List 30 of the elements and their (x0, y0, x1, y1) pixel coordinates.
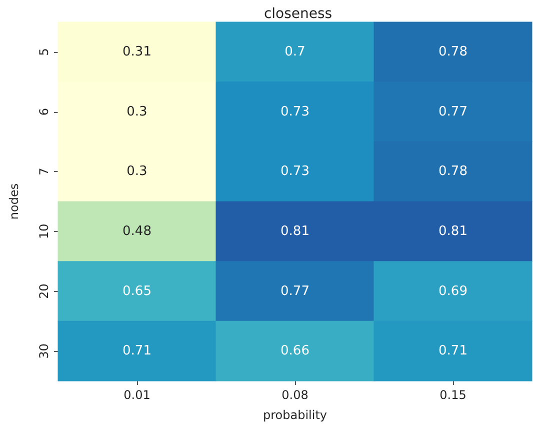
data-label: 0.7 (284, 44, 306, 60)
data-label: 0.77 (438, 104, 468, 120)
data-label: 0.78 (438, 164, 468, 180)
y-tick-label: 7 (37, 168, 51, 176)
data-label: 0.81 (280, 224, 310, 239)
x-tick-label: 0.01 (124, 388, 150, 402)
x-axis-title: probability (262, 408, 328, 422)
y-tick-label: 20 (37, 284, 51, 299)
x-tick-label: 0.15 (440, 388, 466, 402)
chart-title: closeness (264, 6, 332, 22)
data-label: 0.71 (438, 344, 468, 359)
data-label: 0.3 (126, 104, 148, 120)
x-tick-label: 0.08 (282, 388, 308, 402)
data-label: 0.3 (126, 164, 148, 180)
data-label: 0.31 (122, 44, 152, 60)
data-label: 0.77 (280, 284, 310, 299)
data-label: 0.78 (438, 44, 468, 60)
data-label: 0.69 (438, 284, 468, 299)
data-label: 0.71 (122, 344, 152, 359)
data-label: 0.65 (122, 284, 152, 299)
data-label: 0.73 (280, 104, 310, 120)
y-tick-label: 6 (37, 108, 51, 116)
y-axis-title: nodes (7, 183, 21, 220)
data-label: 0.81 (438, 224, 468, 239)
data-label: 0.66 (280, 344, 310, 359)
y-tick-label: 30 (37, 343, 51, 359)
y-tick-label: 5 (37, 48, 51, 56)
data-label: 0.48 (122, 224, 152, 239)
data-label: 0.73 (280, 164, 310, 180)
y-tick-label: 10 (37, 224, 51, 240)
